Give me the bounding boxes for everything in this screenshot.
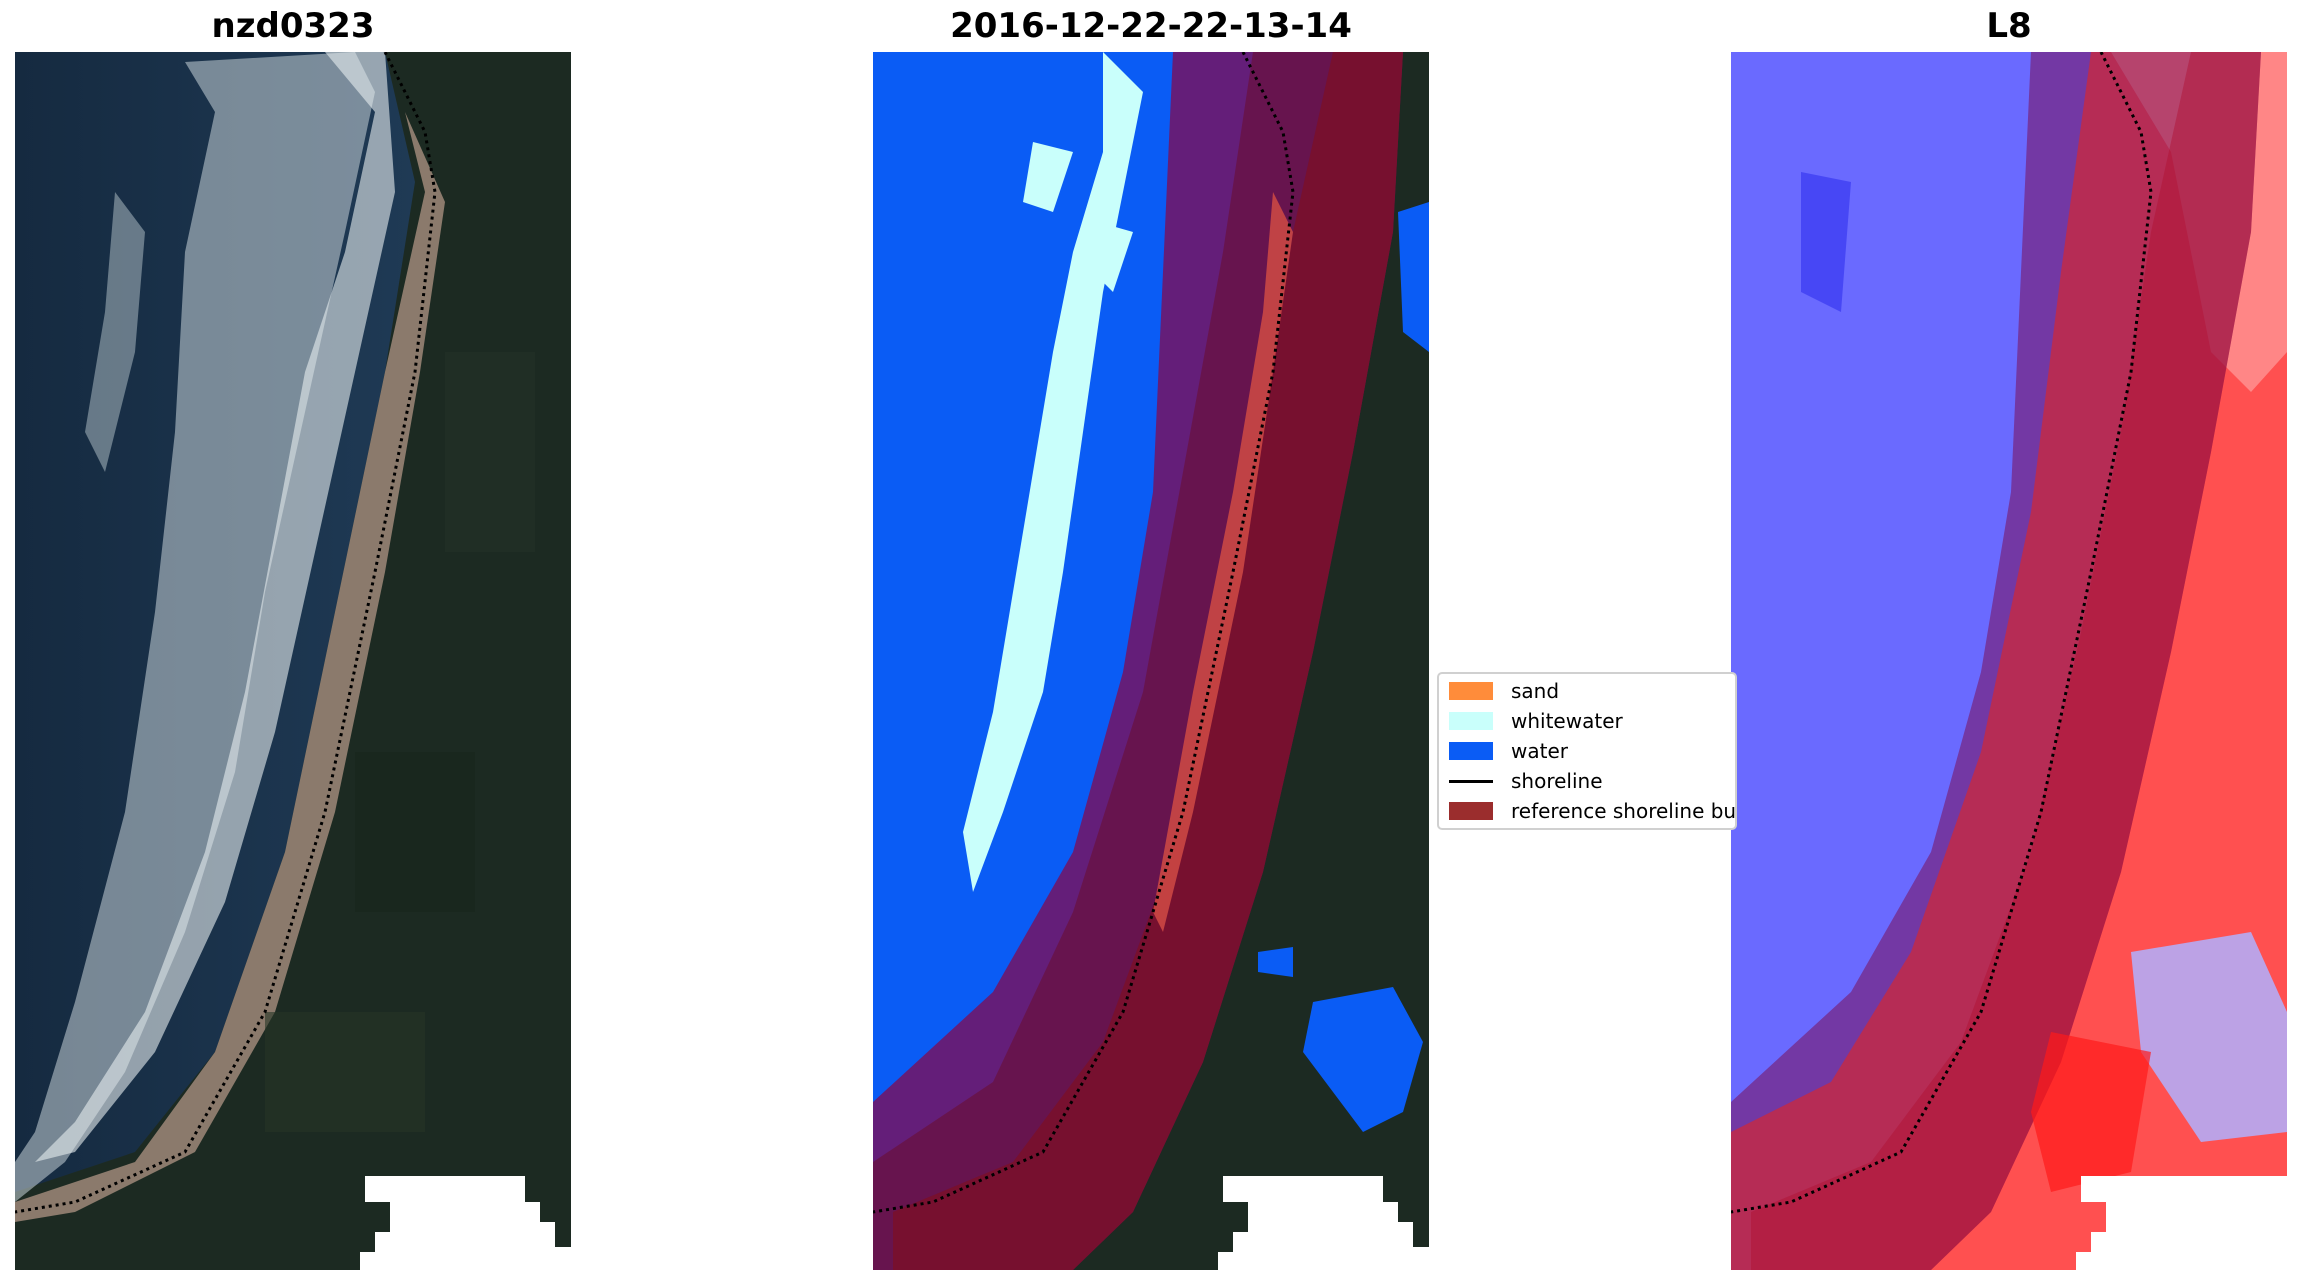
panel-title-index: L8	[1986, 6, 2032, 46]
legend-label: sand	[1511, 679, 1560, 703]
shoreline-line	[1731, 52, 2153, 1214]
index-image-panel	[1731, 52, 2287, 1270]
panel-title-classified: 2016-12-22-22-13-14	[950, 6, 1352, 46]
legend: sand whitewater water shoreline referenc…	[1437, 672, 1737, 830]
panel-title-rgb: nzd0323	[211, 6, 375, 46]
classified-image-panel	[873, 52, 1429, 1270]
legend-swatch-sand	[1449, 682, 1493, 700]
water-index-image	[1731, 52, 2287, 1270]
legend-item-whitewater: whitewater	[1449, 708, 1623, 734]
legend-swatch-buffer	[1449, 802, 1493, 820]
legend-swatch-water	[1449, 742, 1493, 760]
legend-label: whitewater	[1511, 709, 1623, 733]
legend-item-sand: sand	[1449, 678, 1559, 704]
rgb-image-panel	[15, 52, 571, 1270]
shoreline-line	[15, 52, 437, 1214]
legend-line-shoreline	[1449, 779, 1493, 783]
legend-label: water	[1511, 739, 1568, 763]
legend-label: reference shoreline buffer	[1511, 799, 1737, 823]
shoreline-line	[873, 52, 1295, 1214]
rgb-satellite-image	[15, 52, 571, 1270]
legend-item-shoreline: shoreline	[1449, 768, 1603, 794]
classified-image	[873, 52, 1429, 1270]
legend-item-reference-buffer: reference shoreline buffer	[1449, 798, 1737, 824]
legend-item-water: water	[1449, 738, 1568, 764]
legend-swatch-whitewater	[1449, 712, 1493, 730]
legend-label: shoreline	[1511, 769, 1603, 793]
